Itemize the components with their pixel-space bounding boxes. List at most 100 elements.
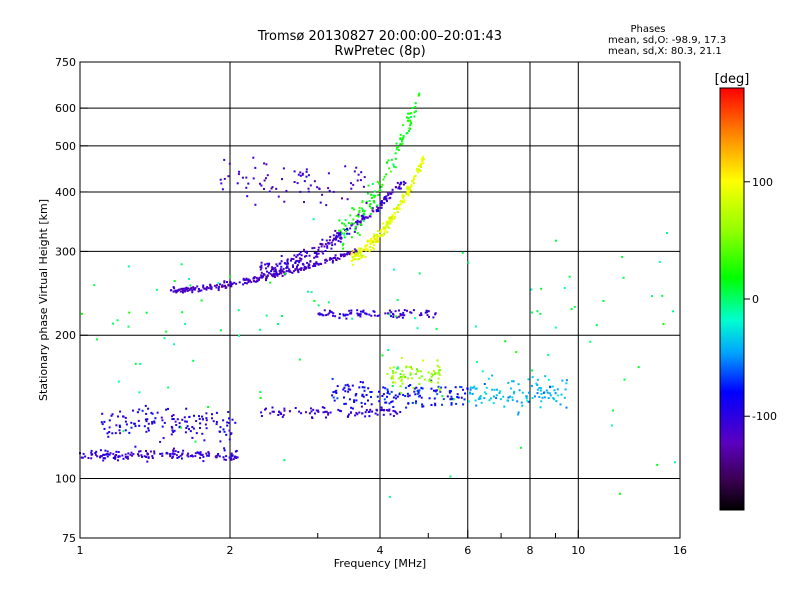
data-point	[356, 221, 358, 224]
data-point	[278, 269, 281, 272]
data-point	[365, 394, 368, 396]
data-point	[118, 424, 121, 427]
data-point	[116, 319, 119, 322]
data-point	[344, 219, 347, 222]
data-point	[347, 385, 350, 388]
data-point	[589, 340, 592, 343]
data-point	[348, 398, 351, 401]
data-point	[161, 419, 164, 422]
data-point	[415, 400, 417, 403]
data-point	[545, 389, 548, 392]
data-point	[94, 452, 97, 454]
data-point	[419, 163, 422, 166]
data-point	[286, 259, 289, 262]
data-point	[408, 365, 411, 368]
data-point	[343, 396, 345, 399]
data-point	[433, 372, 436, 375]
data-point	[400, 378, 403, 381]
data-point	[520, 401, 523, 404]
data-point	[286, 261, 289, 264]
data-point	[403, 309, 406, 312]
data-point	[348, 309, 351, 312]
data-point	[533, 395, 536, 398]
data-point	[602, 299, 605, 302]
data-point	[414, 402, 417, 405]
data-point	[422, 158, 425, 161]
data-point	[165, 330, 168, 333]
data-point	[356, 179, 359, 182]
data-point	[368, 415, 371, 418]
data-point	[371, 240, 374, 243]
data-point	[411, 377, 413, 380]
data-point	[394, 371, 397, 374]
data-point	[230, 285, 233, 288]
data-point	[106, 432, 109, 435]
data-point	[388, 495, 391, 498]
data-point	[512, 380, 515, 383]
data-point	[358, 313, 361, 316]
data-point	[406, 392, 409, 395]
data-point	[274, 268, 277, 271]
data-point	[386, 388, 389, 391]
data-point	[462, 403, 465, 406]
data-point	[359, 315, 362, 318]
data-point	[413, 115, 416, 118]
data-point	[371, 196, 373, 199]
data-point	[229, 433, 232, 436]
data-point	[376, 240, 379, 242]
data-point	[268, 263, 270, 266]
data-point	[272, 268, 275, 271]
data-point	[359, 310, 362, 313]
data-point	[196, 285, 199, 288]
data-point	[386, 312, 389, 315]
data-point	[483, 397, 486, 400]
data-point	[147, 422, 150, 425]
data-point	[115, 454, 118, 456]
data-point	[118, 429, 121, 432]
y-tick-label: 100	[55, 473, 76, 486]
data-point	[283, 409, 286, 412]
data-point	[463, 398, 466, 401]
data-point	[542, 391, 545, 394]
data-point	[350, 222, 353, 225]
data-point	[139, 450, 142, 453]
data-point	[330, 310, 333, 313]
data-point	[386, 231, 389, 234]
data-point	[227, 284, 230, 287]
data-point	[230, 452, 233, 455]
data-point	[349, 227, 352, 230]
data-point	[499, 398, 502, 401]
data-point	[656, 463, 659, 466]
data-point	[398, 183, 401, 186]
data-point	[295, 267, 298, 270]
data-point	[350, 406, 353, 409]
data-point	[406, 116, 408, 119]
data-point	[294, 261, 297, 264]
data-point	[114, 456, 117, 459]
data-point	[419, 169, 422, 172]
data-point	[130, 426, 133, 429]
data-point	[194, 455, 197, 458]
data-point	[112, 322, 114, 325]
data-point	[177, 451, 180, 453]
data-point	[409, 366, 412, 369]
data-point	[283, 407, 286, 410]
data-point	[499, 390, 502, 393]
data-point	[285, 270, 288, 272]
data-point	[100, 421, 103, 424]
data-point	[338, 257, 341, 260]
data-point	[358, 206, 361, 209]
data-point	[415, 386, 418, 389]
data-point	[462, 388, 464, 391]
data-point	[434, 313, 437, 316]
data-point	[342, 247, 345, 250]
data-point	[380, 200, 383, 202]
data-point	[391, 377, 394, 380]
data-point	[124, 420, 127, 423]
data-point	[172, 431, 175, 433]
data-point	[379, 234, 382, 237]
data-point	[314, 255, 317, 258]
data-point	[188, 415, 191, 418]
data-point	[381, 395, 384, 397]
data-point	[480, 401, 483, 404]
